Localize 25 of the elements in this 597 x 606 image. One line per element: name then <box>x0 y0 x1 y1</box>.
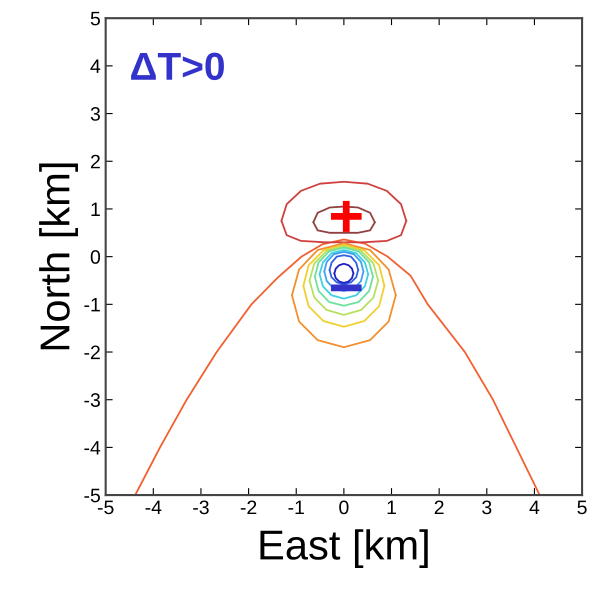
y-tick-label: 0 <box>90 250 100 264</box>
y-tick-label: -5 <box>84 488 100 502</box>
x-tick-label: 2 <box>434 500 444 514</box>
y-tick-label: 3 <box>90 107 100 121</box>
x-tick-label: -3 <box>193 500 209 514</box>
annotation: + <box>330 200 362 232</box>
y-tick-label: -1 <box>84 298 100 312</box>
x-tick-label: 4 <box>529 500 540 514</box>
x-axis-title: East [km] <box>260 529 428 568</box>
x-tick-label: 3 <box>482 500 492 514</box>
x-tick-label: -1 <box>288 500 304 514</box>
y-tick-label: -2 <box>84 345 100 360</box>
x-tick-label: 1 <box>388 500 396 514</box>
x-tick-label: 5 <box>577 500 587 514</box>
y-tick-label: 2 <box>90 154 100 168</box>
y-tick-label: -4 <box>84 441 100 454</box>
y-axis-title: North [km] <box>39 164 78 350</box>
y-tick-label: -3 <box>84 393 100 407</box>
y-tick-label: 1 <box>91 202 100 216</box>
x-tick-label: 0 <box>339 500 349 514</box>
x-tick-label: -2 <box>240 500 256 514</box>
annotation: ΔT>0 <box>131 52 224 80</box>
x-tick-label: -4 <box>146 500 162 514</box>
y-tick-label: 5 <box>90 12 100 26</box>
y-tick-label: 4 <box>90 60 100 73</box>
